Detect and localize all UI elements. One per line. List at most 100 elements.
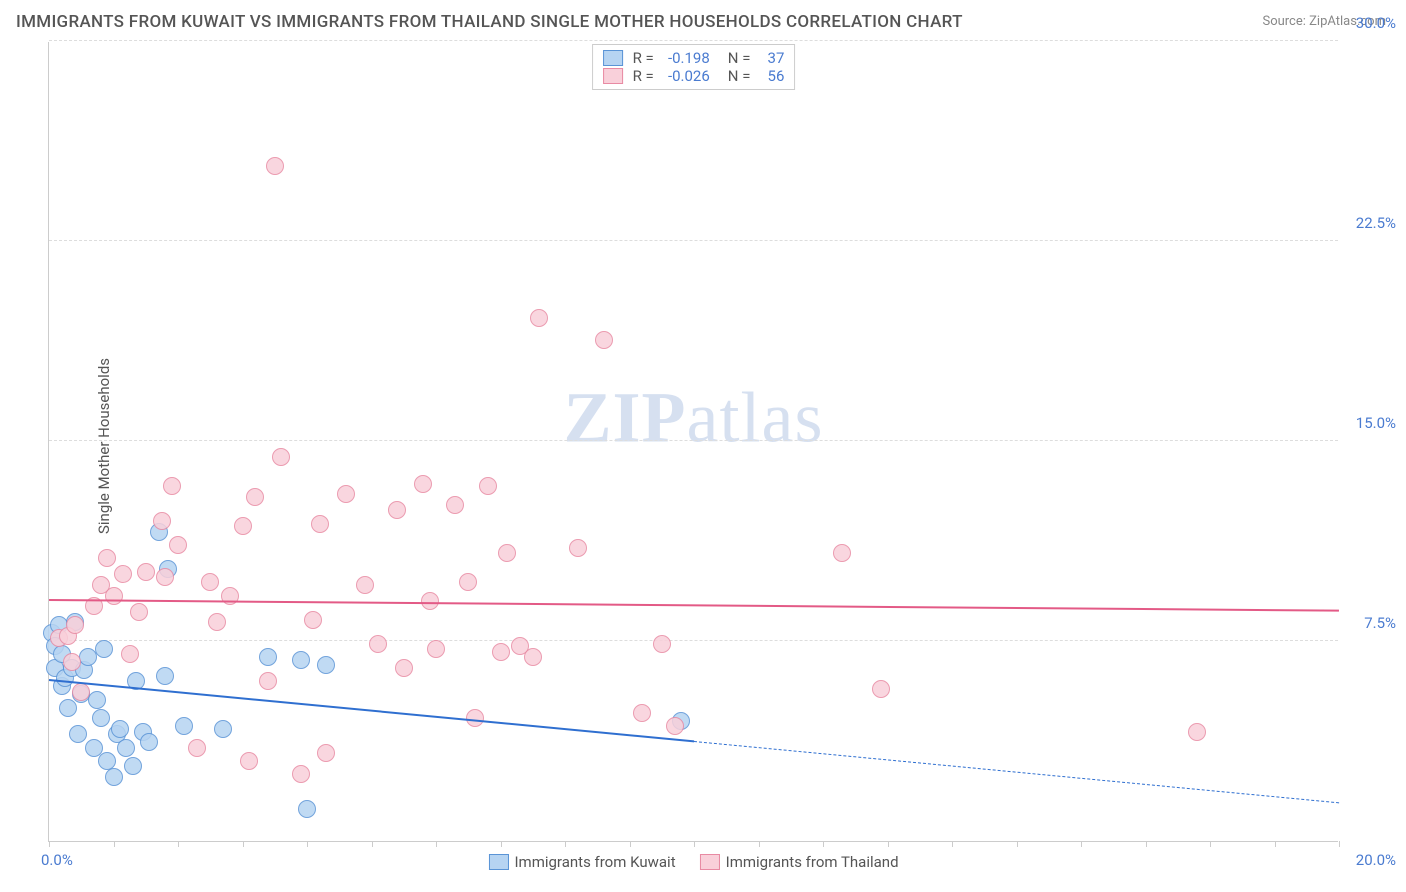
- data-point: [292, 651, 310, 669]
- x-tick: [823, 841, 824, 847]
- x-tick: [1017, 841, 1018, 847]
- legend-item: Immigrants from Kuwait: [488, 853, 675, 871]
- data-point: [130, 603, 148, 621]
- data-point: [114, 565, 132, 583]
- legend-swatch: [603, 68, 623, 84]
- data-point: [259, 648, 277, 666]
- data-point: [530, 309, 548, 327]
- data-point: [653, 635, 671, 653]
- n-value: 37: [756, 49, 784, 67]
- data-point: [169, 536, 187, 554]
- data-point: [872, 680, 890, 698]
- data-point: [304, 611, 322, 629]
- legend-stat-row: R =-0.026N =56: [603, 67, 785, 85]
- data-point: [88, 691, 106, 709]
- data-point: [317, 656, 335, 674]
- data-point: [492, 643, 510, 661]
- legend-stat-row: R =-0.198N =37: [603, 49, 785, 67]
- data-point: [337, 485, 355, 503]
- data-point: [369, 635, 387, 653]
- data-point: [117, 739, 135, 757]
- data-point: [105, 768, 123, 786]
- data-point: [214, 720, 232, 738]
- y-tick-label: 30.0%: [1346, 14, 1396, 32]
- data-point: [395, 659, 413, 677]
- watermark-rest: atlas: [687, 377, 824, 457]
- data-point: [156, 667, 174, 685]
- legend-swatch: [700, 854, 720, 870]
- data-point: [292, 765, 310, 783]
- data-point: [1188, 723, 1206, 741]
- data-point: [105, 587, 123, 605]
- data-point: [427, 640, 445, 658]
- data-point: [92, 709, 110, 727]
- data-point: [388, 501, 406, 519]
- plot-area: ZIPatlas R =-0.198N =37R =-0.026N =56 Im…: [48, 42, 1338, 842]
- data-point: [414, 475, 432, 493]
- data-point: [98, 549, 116, 567]
- data-point: [188, 739, 206, 757]
- watermark: ZIPatlas: [564, 376, 824, 459]
- legend-swatch: [488, 854, 508, 870]
- x-tick: [1339, 841, 1340, 847]
- x-tick: [1275, 841, 1276, 847]
- data-point: [356, 576, 374, 594]
- data-point: [137, 563, 155, 581]
- data-point: [163, 477, 181, 495]
- x-tick: [372, 841, 373, 847]
- data-point: [72, 683, 90, 701]
- data-point: [66, 616, 84, 634]
- legend-label: Immigrants from Kuwait: [514, 853, 675, 871]
- data-point: [69, 725, 87, 743]
- data-point: [524, 648, 542, 666]
- x-tick: [436, 841, 437, 847]
- source-label: Source:: [1262, 14, 1309, 29]
- legend-item: Immigrants from Thailand: [700, 853, 899, 871]
- data-point: [153, 512, 171, 530]
- data-point: [498, 544, 516, 562]
- data-point: [479, 477, 497, 495]
- x-tick: [952, 841, 953, 847]
- data-point: [317, 744, 335, 762]
- r-value: -0.198: [660, 49, 710, 67]
- x-tick: [243, 841, 244, 847]
- data-point: [156, 568, 174, 586]
- trend-line: [49, 599, 1339, 612]
- y-tick-label: 15.0%: [1346, 414, 1396, 432]
- trend-line-extrapolated: [694, 741, 1339, 803]
- r-value: -0.026: [660, 67, 710, 85]
- gridline: [49, 40, 1338, 41]
- data-point: [111, 720, 129, 738]
- chart-title: IMMIGRANTS FROM KUWAIT VS IMMIGRANTS FRO…: [16, 12, 963, 32]
- x-tick: [888, 841, 889, 847]
- data-point: [446, 496, 464, 514]
- data-point: [175, 717, 193, 735]
- x-tick: [501, 841, 502, 847]
- data-point: [121, 645, 139, 663]
- data-point: [298, 800, 316, 818]
- data-point: [833, 544, 851, 562]
- data-point: [569, 539, 587, 557]
- data-point: [240, 752, 258, 770]
- data-point: [140, 733, 158, 751]
- x-tick: [1146, 841, 1147, 847]
- n-label: N =: [728, 67, 751, 85]
- x-tick: [630, 841, 631, 847]
- x-tick: [565, 841, 566, 847]
- r-label: R =: [633, 67, 654, 85]
- x-tick: [1210, 841, 1211, 847]
- x-tick: [694, 841, 695, 847]
- data-point: [459, 573, 477, 591]
- y-tick-label: 7.5%: [1346, 614, 1396, 632]
- data-point: [95, 640, 113, 658]
- r-label: R =: [633, 49, 654, 67]
- x-tick: [759, 841, 760, 847]
- data-point: [595, 331, 613, 349]
- data-point: [311, 515, 329, 533]
- data-point: [666, 717, 684, 735]
- data-point: [633, 704, 651, 722]
- data-point: [259, 672, 277, 690]
- data-point: [266, 157, 284, 175]
- data-point: [208, 613, 226, 631]
- x-tick: [114, 841, 115, 847]
